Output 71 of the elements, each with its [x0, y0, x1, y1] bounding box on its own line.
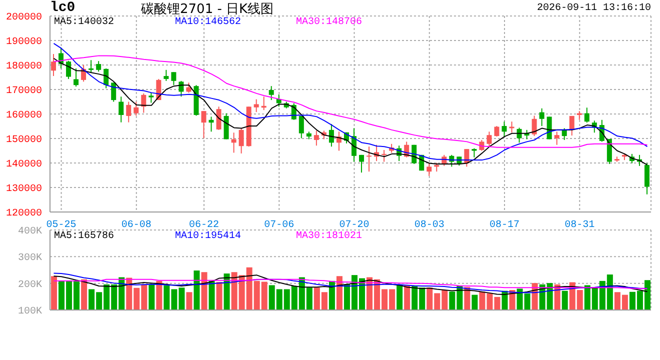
text: MA5:140032 — [54, 17, 116, 28]
x-tick-label: 07-06 — [264, 220, 294, 232]
text: MA30:148706 — [296, 17, 364, 28]
candlestick — [186, 82, 192, 94]
candlestick — [148, 92, 154, 104]
y-tick-label: 180000 — [6, 62, 42, 73]
candlestick — [231, 132, 236, 154]
candlestick — [134, 101, 139, 116]
text: MA30:181021 — [296, 231, 364, 242]
y-tick-label: 120000 — [6, 208, 42, 220]
candlestick — [126, 101, 132, 123]
chart-title: 碳酸锂2701 - 日K线图 — [141, 1, 274, 17]
candlestick — [539, 108, 544, 127]
candlestick — [644, 162, 650, 195]
candlestick — [111, 82, 116, 102]
y-tick-label: 160000 — [6, 110, 42, 122]
candlestick — [359, 154, 364, 174]
y-tick-label: 100K — [18, 306, 42, 318]
x-tick-label: 08-31 — [564, 220, 595, 232]
candlestick — [51, 53, 56, 77]
candlestick — [554, 131, 560, 146]
y-tick-label: 400K — [18, 226, 42, 238]
candlestick — [472, 148, 477, 158]
x-tick-label: 08-03 — [414, 220, 444, 232]
candlestick — [88, 60, 94, 74]
x-tick-label: 08-17 — [490, 220, 520, 232]
x-tick-label: 06-08 — [121, 220, 152, 232]
candlestick — [314, 130, 319, 146]
candlestick — [238, 128, 244, 154]
y-tick-label: 130000 — [6, 184, 42, 196]
candlestick — [171, 72, 176, 86]
candlestick — [74, 68, 79, 88]
candlestick — [516, 127, 522, 144]
text: MA5:165786 — [54, 231, 116, 242]
candlestick — [502, 121, 507, 138]
text: MA10:195414 — [175, 231, 242, 242]
candlestick — [216, 106, 222, 130]
candlestick — [298, 115, 304, 139]
y-tick-label: 150000 — [6, 135, 42, 146]
candlestick — [509, 121, 514, 134]
text: 2026-09-11 13:16:10 — [536, 2, 651, 16]
candlestick — [486, 131, 492, 148]
candlestick — [532, 115, 537, 137]
y-tick-label: 200K — [18, 280, 42, 291]
candlestick — [96, 60, 102, 72]
candlestick — [178, 80, 184, 98]
candlestick — [208, 116, 214, 132]
candlestick — [201, 110, 206, 139]
x-tick-label: 06-22 — [189, 220, 220, 232]
x-tick-label: 07-20 — [339, 220, 370, 232]
candlestick — [569, 115, 574, 136]
y-tick-label: 170000 — [6, 86, 42, 98]
candlestick — [164, 69, 169, 82]
y-tick-label: 300K — [18, 253, 42, 264]
candlestick — [494, 126, 500, 138]
x-tick-label: 05-25 — [46, 220, 76, 232]
y-tick-label: 200000 — [6, 12, 42, 24]
candlestick — [426, 162, 432, 176]
candlestick — [366, 146, 372, 172]
line-series — [53, 278, 648, 290]
candlestick — [584, 107, 590, 124]
candlestick — [118, 96, 124, 123]
y-tick-label: 140000 — [6, 160, 42, 171]
y-tick-label: 190000 — [6, 37, 42, 48]
candlestick — [254, 98, 259, 113]
text: MA10:146562 — [175, 17, 242, 28]
candlestick — [268, 86, 274, 101]
candlestick — [328, 124, 334, 148]
candlestick — [66, 60, 72, 80]
annotation: lc0 — [50, 0, 76, 16]
candlestick — [382, 150, 387, 162]
